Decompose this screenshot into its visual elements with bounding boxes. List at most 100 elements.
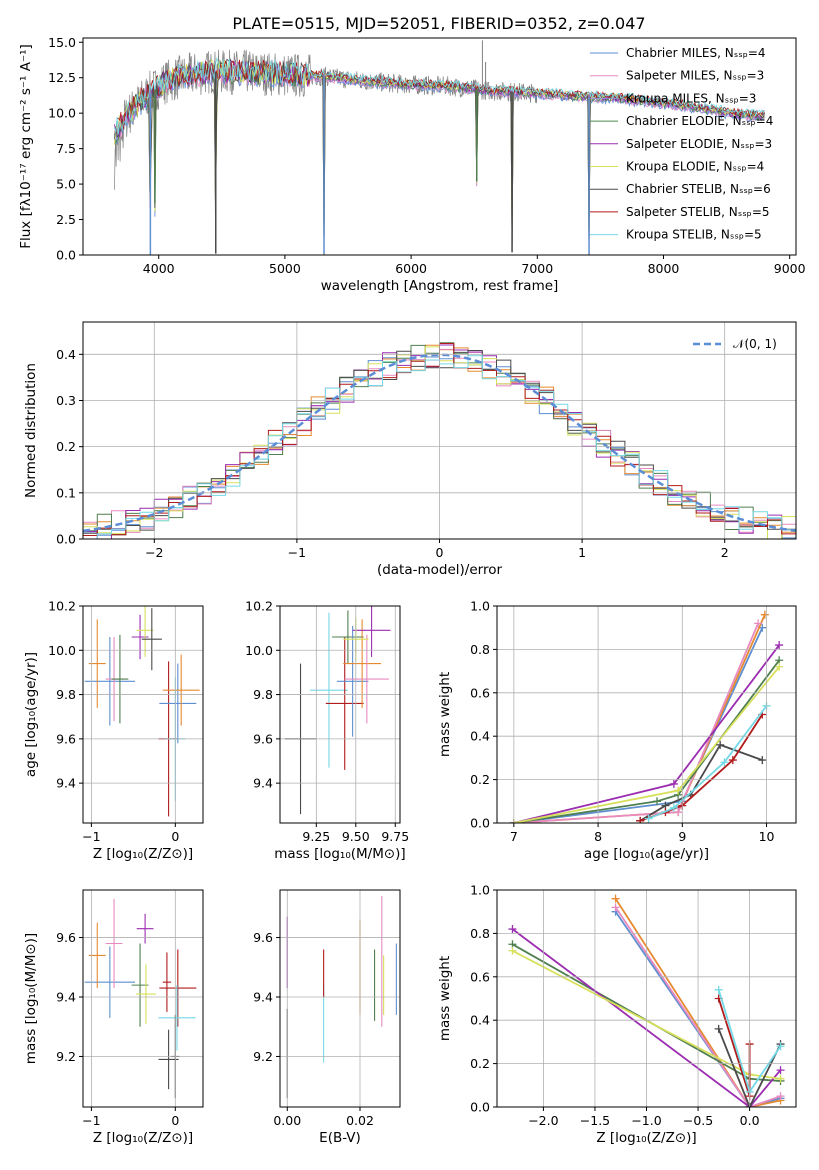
x-axis-label: age [log₁₀(age/yr)] [584, 846, 709, 862]
weight-marker [716, 740, 725, 749]
weight-marker [674, 786, 683, 795]
y-tick-label: 0.2 [470, 1056, 490, 1071]
chart-weight_vs_age: 7 8 9 10 0.0 0.2 0.4 0.6 0.8 1.0 age [log₁₀(age/yr… [437, 599, 797, 862]
weight-marker [508, 946, 517, 955]
x-tick-label: 9.25 [302, 829, 330, 844]
x-tick-label: 9.50 [342, 829, 370, 844]
weight-line-5 [513, 666, 780, 823]
weight-line-8 [648, 705, 768, 820]
x-tick-label: 0 [171, 829, 179, 844]
x-tick-label: −1.5 [580, 1113, 610, 1128]
x-axis-label: (data-model)/error [377, 562, 503, 578]
y-tick-label: 0.2 [56, 439, 76, 454]
y-tick-label: 0.8 [470, 642, 490, 657]
y-tick-label: 10.0 [245, 643, 273, 658]
x-tick-label: 9 [678, 829, 686, 844]
y-axis-label: mass [log₁₀(M/M⊙)] [23, 933, 39, 1064]
y-tick-label: 2.5 [56, 212, 76, 227]
y-tick-label: 9.4 [253, 776, 273, 791]
y-tick-label: 7.5 [56, 141, 76, 156]
y-tick-label: 9.8 [56, 687, 76, 702]
y-tick-label: 5.0 [56, 177, 76, 192]
y-axis-label: mass weight [437, 956, 453, 1041]
y-axis-label: mass weight [437, 672, 453, 757]
weight-marker [669, 803, 678, 812]
weight-marker [714, 1024, 723, 1033]
x-tick-label: 1 [578, 545, 586, 560]
y-tick-label: 9.6 [253, 731, 273, 746]
legend-entry: 𝒩(0, 1) [733, 337, 777, 351]
y-tick-label: 9.2 [253, 1049, 273, 1064]
x-axis-label: Z [log₁₀(Z/Z⊙)] [93, 1130, 193, 1146]
y-tick-label: 0.1 [56, 485, 76, 500]
weight-line-6 [717, 1028, 782, 1107]
y-tick-label: 10.0 [48, 106, 76, 121]
x-tick-label: −1 [82, 1113, 100, 1128]
x-tick-label: 10 [759, 829, 775, 844]
weight-marker [720, 758, 729, 767]
axes-frame [279, 889, 401, 1108]
axes-frame [82, 605, 204, 824]
weight-marker [754, 619, 763, 628]
legend-entry: Chabrier MILES, Nₛₛₚ=4 [626, 46, 766, 60]
x-tick-label: 5000 [269, 261, 301, 276]
y-tick-label: 9.2 [56, 1049, 76, 1064]
x-tick-label: 0.02 [346, 1113, 374, 1128]
weight-marker [508, 925, 517, 934]
weight-marker [714, 985, 723, 994]
weight-marker [644, 814, 653, 823]
chart-mass_vs_Z: −1 0 9.2 9.4 9.6 Z [log₁₀(Z/Z⊙)] mass [log₁₀(M… [23, 889, 204, 1146]
model-spectrum-8 [114, 56, 765, 135]
chart-spectrum: 4000 5000 6000 7000 8000 9000 0.0 2.5 5.0 7.5 10.0… [18, 35, 806, 294]
plot-area [84, 606, 200, 817]
model-spectrum-5 [114, 59, 765, 255]
y-tick-label: 10.2 [48, 599, 76, 614]
weight-marker [611, 894, 620, 903]
y-tick-label: 10.2 [245, 599, 273, 614]
weight-line-2 [614, 906, 781, 1107]
y-tick-label: 0.4 [470, 729, 490, 744]
y-axis-label: Normed distribution [23, 363, 39, 498]
y-tick-label: 0.0 [470, 816, 490, 831]
weight-line-0 [513, 627, 764, 823]
x-axis-label: E(B-V) [319, 1130, 361, 1146]
x-tick-label: −1 [82, 829, 100, 844]
x-tick-label: 0 [436, 545, 444, 560]
legend-entry: Salpeter STELIB, Nₛₛₚ=5 [626, 205, 770, 219]
x-tick-label: 7000 [521, 261, 553, 276]
axes-frame [279, 605, 401, 824]
y-tick-label: 9.6 [56, 930, 76, 945]
plot-area [284, 606, 391, 815]
x-tick-label: 6000 [395, 261, 427, 276]
weight-line-4 [511, 928, 782, 1107]
legend-entry: Chabrier ELODIE, Nₛₛₚ=4 [626, 114, 773, 128]
y-tick-label: 15.0 [48, 35, 76, 50]
weight-marker [674, 808, 683, 817]
weight-marker [636, 816, 645, 823]
y-tick-label: 0.4 [56, 347, 76, 362]
x-tick-label: −1 [288, 545, 306, 560]
x-tick-label: −0.5 [683, 1113, 713, 1128]
axes-frame [496, 605, 797, 824]
weight-marker [669, 779, 678, 788]
axes-frame [82, 37, 797, 256]
plot-area [509, 610, 784, 823]
x-tick-label: −1.0 [631, 1113, 661, 1128]
plot-area [114, 40, 765, 255]
weight-marker [653, 797, 662, 806]
chart-age_vs_mass: 9.25 9.50 9.75 9.4 9.6 9.8 10.0 10.2 mass [log₁₀… [245, 599, 409, 863]
y-axis-label: age [log₁₀(age/yr)] [23, 652, 39, 777]
y-tick-label: 0.4 [470, 1013, 490, 1028]
weight-marker [775, 662, 784, 671]
chart-weight_vs_Z: −2.0 −1.5 −1.0 −0.5 0.0 0.0 0.2 0.4 0.6 0.8 1.0 Z [… [437, 883, 797, 1146]
chart-age_vs_Z: −1 0 9.4 9.6 9.8 10.0 10.2 Z [log₁₀(Z/Z⊙)] age [… [23, 599, 204, 862]
weight-marker [760, 610, 769, 619]
y-tick-label: 0.8 [470, 926, 490, 941]
weight-marker [776, 1074, 785, 1083]
y-tick-label: 9.6 [253, 930, 273, 945]
x-axis-label: mass [log₁₀(M/M⊙)] [274, 846, 405, 862]
y-tick-label: 0.6 [470, 685, 490, 700]
legend-entry: Chabrier STELIB, Nₛₛₚ=6 [626, 182, 771, 196]
legend-entry: Salpeter MILES, Nₛₛₚ=3 [626, 69, 764, 83]
